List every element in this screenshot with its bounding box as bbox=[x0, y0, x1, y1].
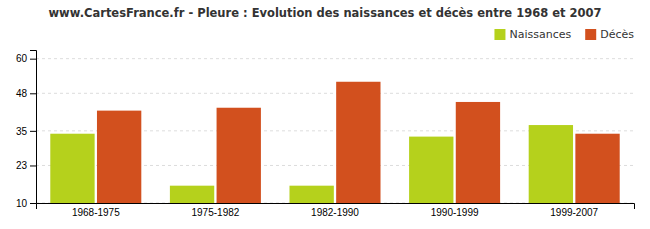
y-tick: 60 bbox=[16, 53, 36, 64]
x-axis: 1968-1975 1975-1982 1982-1990 1990-1999 1999… bbox=[37, 204, 635, 219]
x-tick-label: 1990-1999 bbox=[431, 207, 479, 218]
y-tick-mark bbox=[30, 131, 36, 132]
plot-area: 10 23 35 48 60 1968-1975 1975-1982 1982-1990 199… bbox=[16, 51, 635, 219]
legend-label: Naissances bbox=[509, 28, 571, 41]
x-tick-label: 1968-1975 bbox=[72, 207, 120, 218]
bar bbox=[456, 102, 500, 203]
x-tick: 1999-2007 bbox=[550, 207, 598, 218]
chart-title: www.CartesFrance.fr - Pleure : Evolution… bbox=[49, 6, 602, 20]
y-tick: 35 bbox=[16, 126, 36, 137]
bar bbox=[289, 186, 333, 203]
bar bbox=[97, 111, 141, 203]
y-axis: 10 23 35 48 60 bbox=[16, 51, 37, 209]
y-tick: 23 bbox=[16, 160, 36, 171]
x-tick: 1968-1975 bbox=[72, 207, 120, 218]
x-tick-label: 1975-1982 bbox=[191, 207, 239, 218]
chart-container: www.CartesFrance.fr - Pleure : Evolution… bbox=[0, 0, 650, 229]
grid-line bbox=[36, 58, 634, 59]
y-tick-mark bbox=[30, 165, 36, 166]
x-tick-label: 1982-1990 bbox=[311, 207, 359, 218]
bar bbox=[409, 137, 453, 203]
y-tick-label: 60 bbox=[16, 53, 28, 64]
y-axis-line bbox=[30, 51, 37, 204]
bar bbox=[217, 108, 261, 203]
y-tick-label: 48 bbox=[16, 88, 28, 99]
marks bbox=[50, 82, 619, 203]
y-tick-label: 35 bbox=[16, 126, 28, 137]
y-tick-label: 10 bbox=[16, 198, 28, 209]
bar bbox=[575, 134, 619, 203]
legend-swatch bbox=[494, 29, 505, 40]
y-tick-mark bbox=[30, 203, 36, 204]
chart-svg: www.CartesFrance.fr - Pleure : Evolution… bbox=[0, 0, 650, 229]
legend-swatch bbox=[585, 29, 596, 40]
legend-item: Décès bbox=[585, 28, 634, 41]
x-tick: 1982-1990 bbox=[311, 207, 359, 218]
y-tick: 10 bbox=[16, 198, 36, 209]
y-tick-mark bbox=[30, 93, 36, 94]
x-tick: 1975-1982 bbox=[191, 207, 239, 218]
legend-item: Naissances bbox=[494, 28, 571, 41]
bar bbox=[529, 125, 573, 203]
x-tick-label: 1999-2007 bbox=[550, 207, 598, 218]
y-tick-mark bbox=[30, 59, 36, 60]
grid-line bbox=[36, 93, 634, 94]
bar bbox=[50, 134, 94, 203]
grid bbox=[36, 59, 634, 203]
legend: Naissances Décès bbox=[494, 28, 634, 41]
bar-series bbox=[97, 82, 620, 203]
bar bbox=[336, 82, 380, 203]
y-tick: 48 bbox=[16, 88, 36, 99]
bar bbox=[170, 186, 214, 203]
legend-label: Décès bbox=[600, 28, 634, 41]
y-tick-label: 23 bbox=[16, 160, 28, 171]
x-tick: 1990-1999 bbox=[431, 207, 479, 218]
